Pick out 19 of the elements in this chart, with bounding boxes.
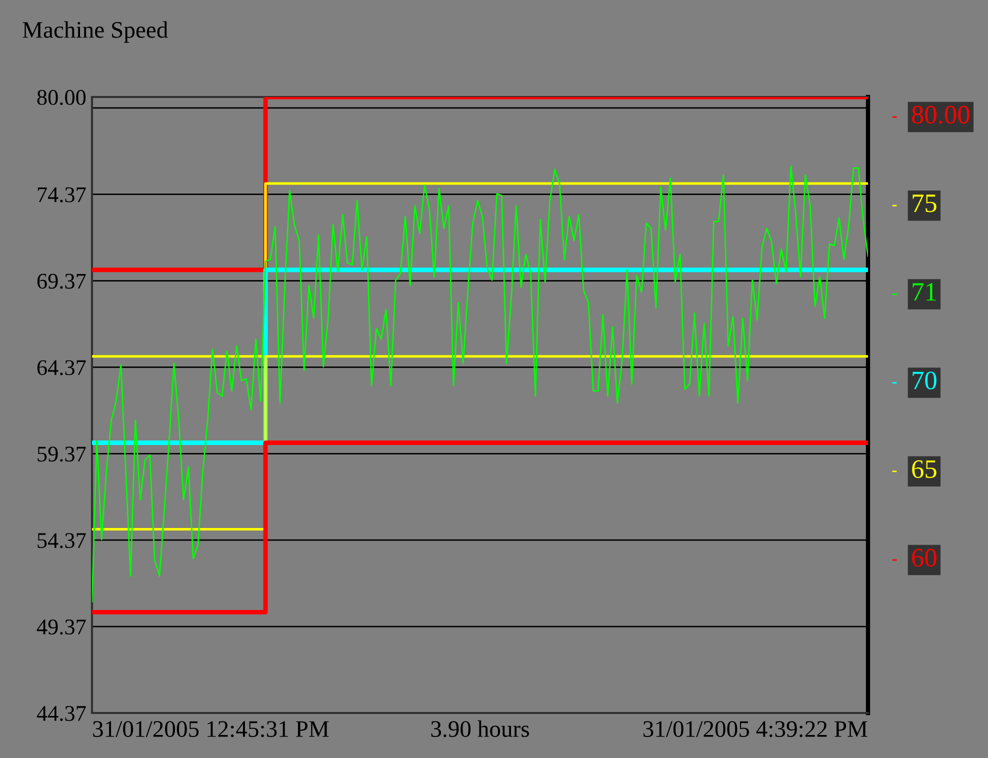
y-tick-label: 64.37 bbox=[37, 360, 86, 376]
text: 3.90 hours bbox=[431, 720, 529, 738]
y-tick-label: 80.00 bbox=[37, 90, 86, 106]
legend-label: 71 bbox=[912, 283, 936, 301]
chart-title: Machine Speed bbox=[22, 21, 168, 43]
y-tick-label: 44.37 bbox=[36, 706, 86, 722]
legend-label: 70 bbox=[912, 372, 936, 390]
y-tick-label: 49.37 bbox=[36, 620, 86, 635]
y-tick-label: 69.37 bbox=[37, 274, 86, 289]
line-series bbox=[92, 165, 868, 603]
legend-label: 60 bbox=[912, 548, 936, 567]
legend-label: 80.00 bbox=[912, 106, 970, 124]
legend-label: 65 bbox=[912, 460, 936, 478]
y-tick-label: 59.37 bbox=[38, 446, 86, 462]
legend-label: 75 bbox=[912, 194, 936, 212]
y-tick-label: 54.37 bbox=[38, 533, 86, 548]
y-tick-label: 74.37 bbox=[38, 187, 86, 202]
text: 31/01/2005 4:39:22 PM bbox=[643, 721, 868, 738]
text: 31/01/2005 12:45:31 PM bbox=[93, 721, 329, 738]
